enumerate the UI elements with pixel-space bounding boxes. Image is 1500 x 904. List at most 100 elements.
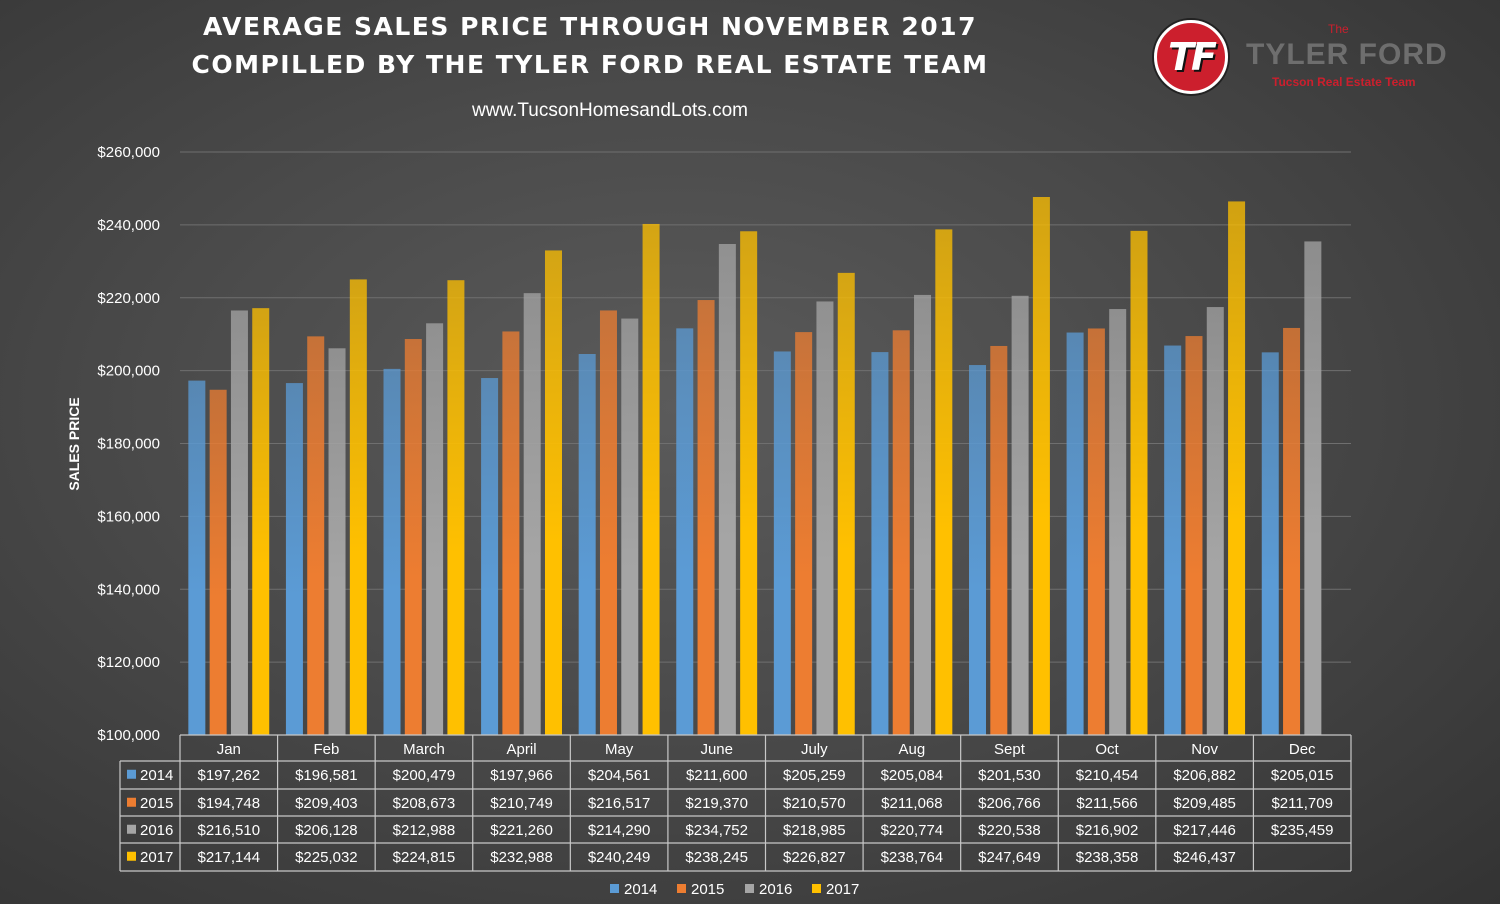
bar-2016-sept [1011, 295, 1029, 735]
bar-2016-oct [1109, 309, 1127, 735]
table-cell-value: $234,752 [685, 822, 748, 839]
bar-2016-nov [1206, 307, 1224, 735]
bar-2015-sept [990, 345, 1008, 735]
bar-2015-may [599, 310, 617, 735]
bar-2014-may [578, 354, 596, 735]
table-cell-value: $206,128 [295, 822, 358, 839]
legend-label-2015: 2015 [691, 881, 724, 898]
bar-2016-jan [230, 310, 248, 735]
y-tick-label: $180,000 [97, 436, 160, 453]
table-cell-value: $238,358 [1076, 849, 1139, 866]
table-cell-value: $210,454 [1076, 767, 1139, 784]
tyler-ford-logo: TF The TYLER FORD Tucson Real Estate Tea… [1150, 18, 1460, 98]
data-table: Jan Feb March April May June July Aug Sept Oct Nov… [119, 734, 1352, 872]
table-cell-value: $211,566 [1076, 795, 1137, 812]
x-tick-label: Aug [899, 741, 926, 758]
table-cell-value: $197,966 [490, 767, 553, 784]
table-series-name: 2015 [140, 795, 173, 812]
bar-2016-feb [328, 348, 346, 735]
bar-2014-oct [1066, 332, 1084, 735]
table-cell-value: $238,764 [881, 849, 944, 866]
logo-the: The [1328, 22, 1349, 36]
bar-2015-dec [1283, 327, 1301, 735]
table-cell-value: $209,403 [295, 795, 358, 812]
legend-label-2017: 2017 [826, 881, 859, 898]
logo-name: TYLER FORD [1246, 38, 1448, 71]
table-cell-value: $197,262 [198, 767, 261, 784]
bar-2014-march [383, 368, 401, 735]
bar-2017-nov [1228, 201, 1246, 736]
table-cell-value: $200,479 [393, 767, 456, 784]
bar-2016-aug [914, 294, 932, 735]
table-cell-value: $196,581 [295, 767, 358, 784]
table-cell-value: $210,749 [490, 795, 553, 812]
legend: 2014 2015 2016 2017 [610, 881, 859, 898]
x-tick-label: Feb [313, 741, 339, 758]
bar-2017-jan [252, 308, 270, 735]
y-tick-label: $120,000 [97, 654, 160, 671]
x-tick-label: June [700, 741, 733, 758]
bar-2016-may [621, 318, 639, 735]
table-cell-value: $205,015 [1271, 767, 1334, 784]
table-cell-value: $208,673 [393, 795, 456, 812]
table-cell-value: $216,902 [1076, 822, 1139, 839]
bar-2015-oct [1087, 328, 1105, 735]
table-cell-value: $216,510 [198, 822, 261, 839]
legend-swatch-2014 [610, 884, 619, 893]
bar-2014-dec [1261, 352, 1279, 735]
table-cell-value: $235,459 [1271, 822, 1334, 839]
table-legend-swatch [127, 769, 136, 779]
website-url: www.TucsonHomesandLots.com [472, 100, 748, 121]
bar-2017-june [740, 231, 758, 735]
table-cell-value: $218,985 [783, 822, 846, 839]
bar-2017-oct [1130, 230, 1148, 735]
bar-2015-nov [1185, 336, 1203, 735]
table-cell-value: $206,766 [978, 795, 1041, 812]
bar-2016-dec [1304, 241, 1322, 735]
table-legend-swatch [127, 824, 136, 834]
table-cell-value: $211,600 [686, 767, 747, 784]
table-cell-value: $211,068 [881, 795, 942, 812]
table-legend-swatch [127, 851, 136, 861]
table-cell-value: $232,988 [490, 849, 553, 866]
legend-label-2016: 2016 [759, 881, 792, 898]
legend-label-2014: 2014 [624, 881, 657, 898]
bar-2016-march [426, 323, 444, 735]
table-cell-value: $226,827 [783, 849, 846, 866]
table-cell-value: $211,709 [1271, 795, 1332, 812]
table-legend-swatch [127, 797, 136, 807]
x-tick-label: March [403, 741, 445, 758]
table-cell-value: $205,084 [881, 767, 944, 784]
table-cell-value: $220,538 [978, 822, 1041, 839]
y-tick-label: $220,000 [97, 290, 160, 307]
table-cell-value: $220,774 [881, 822, 944, 839]
bar-2015-july [795, 332, 813, 735]
y-tick-label: $100,000 [97, 727, 160, 744]
bar-2016-april [523, 293, 541, 735]
table-cell-value: $194,748 [198, 795, 261, 812]
table-series-name: 2017 [140, 849, 173, 866]
bar-2014-june [676, 328, 694, 735]
y-tick-label: $200,000 [97, 363, 160, 380]
bar-2015-jan [209, 389, 227, 735]
table-cell-value: $224,815 [393, 849, 456, 866]
bar-2016-july [816, 301, 834, 735]
tf-monogram-icon: TF [1154, 20, 1228, 94]
x-tick-label: May [605, 741, 634, 758]
bar-2017-feb [349, 279, 367, 735]
table-cell-value: $201,530 [978, 767, 1041, 784]
bar-2014-april [481, 378, 499, 735]
bar-2017-may [642, 223, 660, 735]
chart-title-line1: AVERAGE SALES PRICE THROUGH NOVEMBER 201… [203, 12, 977, 41]
table-cell-value: $209,485 [1173, 795, 1236, 812]
x-tick-label: Oct [1095, 741, 1119, 758]
x-tick-label: Sept [994, 741, 1026, 758]
table-cell-value: $212,988 [393, 822, 456, 839]
table-cell-value: $214,290 [588, 822, 651, 839]
bar-2016-june [718, 243, 736, 735]
bar-2014-nov [1164, 345, 1182, 735]
bar-2015-june [697, 300, 715, 735]
table-cell-value: $238,245 [685, 849, 748, 866]
table-cell-value: $219,370 [685, 795, 748, 812]
